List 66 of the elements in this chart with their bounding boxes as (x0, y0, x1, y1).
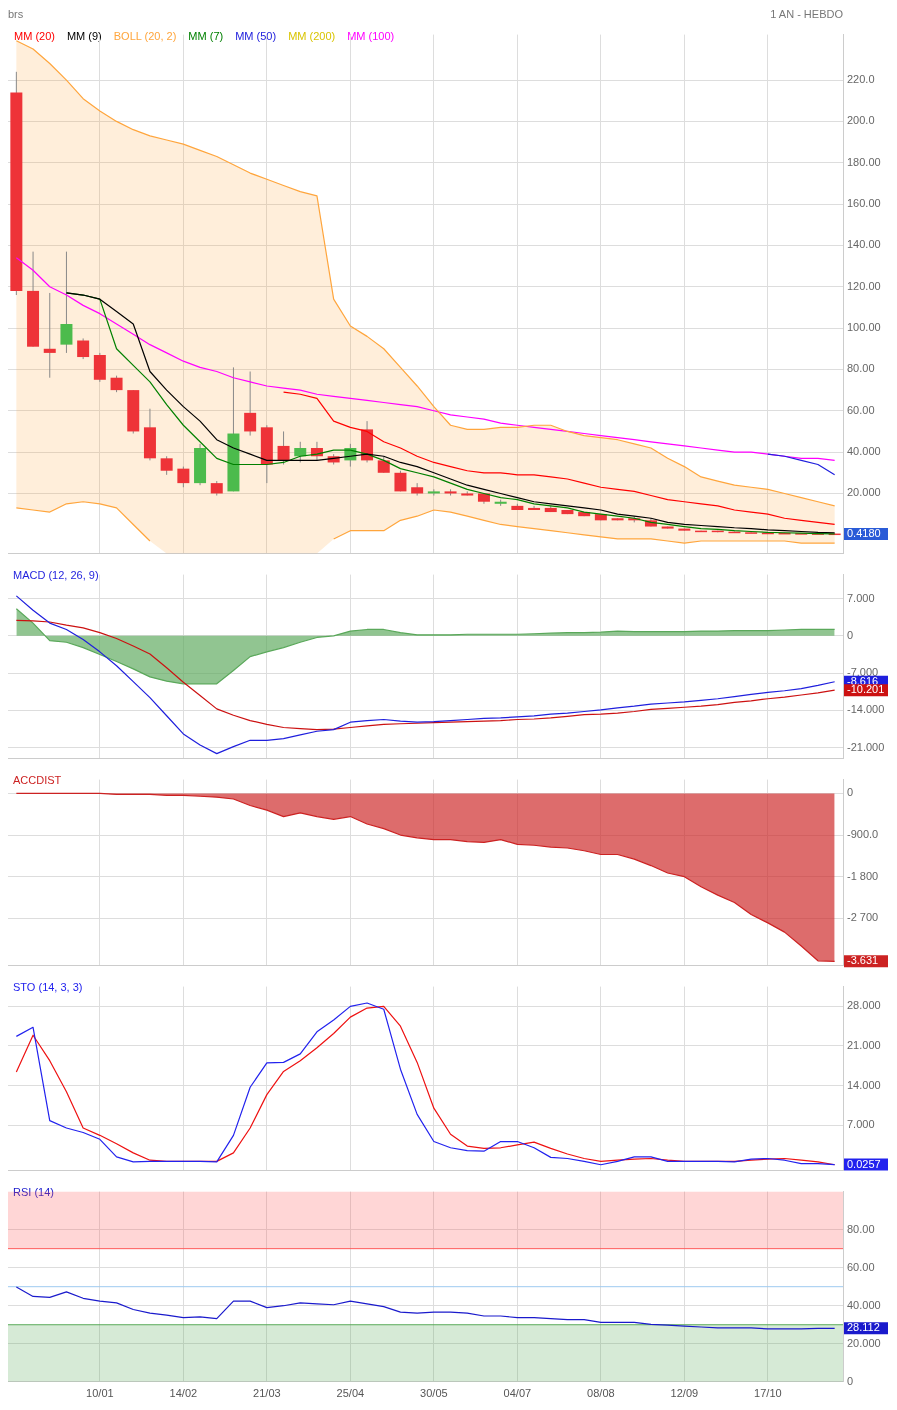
chart-title: ACCDIST (13, 774, 62, 786)
text: 28.112 (847, 1321, 880, 1334)
x-tick-label: 12/09 (670, 1387, 699, 1400)
y-tick-label: 40.000 (847, 445, 881, 458)
y-tick-label: 40.000 (847, 1298, 881, 1311)
y-tick-label: 7.000 (847, 1118, 875, 1131)
text: MM (9) (66, 30, 102, 42)
text: 0.0257 (847, 1157, 881, 1170)
y-tick-label: 220.0 (847, 73, 875, 86)
x-tick-label: 14/02 (169, 1387, 198, 1400)
chart-title: RSI (14) (13, 1186, 54, 1198)
text: 0.4180 (847, 526, 881, 539)
y-tick-label: 20.000 (847, 1336, 881, 1349)
x-tick-label: 04/07 (503, 1387, 532, 1400)
y-tick-label: 0 (847, 786, 854, 799)
x-tick-label: 25/04 (336, 1387, 365, 1400)
y-tick-label: 80.00 (847, 1222, 875, 1235)
legend-label: MM (200) (288, 30, 336, 42)
y-tick-label: -2 700 (847, 911, 879, 924)
y-tick-label: 60.00 (847, 403, 875, 416)
candlestick (277, 430, 290, 466)
y-tick-label: -14.000 (847, 703, 885, 716)
candlestick (177, 466, 190, 488)
chart-subtitle: 1 AN - HEBDO (770, 8, 843, 22)
y-tick-label: -1 800 (847, 869, 879, 882)
y-tick-label: 20.000 (847, 486, 881, 499)
y-tick-label: -21.000 (847, 740, 885, 753)
y-tick-label: 28.000 (847, 999, 881, 1012)
y-tick-label: 100.00 (847, 321, 881, 334)
y-tick-label: 21.000 (847, 1039, 881, 1052)
y-tick-label: 140.00 (847, 238, 881, 251)
y-tick-label: 7.000 (847, 591, 875, 604)
x-tick-label: 08/08 (587, 1387, 615, 1400)
text: MM (100) (347, 30, 395, 42)
x-tick-label: 21/03 (253, 1387, 281, 1400)
candlestick (427, 488, 440, 497)
chart-title: brs (8, 8, 24, 22)
y-tick-label: 14.000 (847, 1078, 881, 1091)
chart-title: STO (14, 3, 3) (13, 981, 83, 993)
text: -10.201 (847, 683, 885, 696)
y-tick-label: 180.00 (847, 155, 881, 168)
candlestick (60, 251, 73, 354)
y-tick-label: 0 (847, 628, 854, 641)
x-tick-label: 10/01 (86, 1387, 114, 1400)
text: BOLL (20, 2) (113, 30, 177, 42)
text: MM (50) (235, 30, 277, 42)
text: MM (7) (188, 30, 224, 42)
x-tick-label: 17/10 (754, 1387, 782, 1400)
y-tick-label: 0 (847, 1374, 854, 1387)
y-tick-label: 200.0 (847, 114, 875, 127)
candlestick (294, 441, 307, 463)
x-tick-label: 30/05 (420, 1387, 448, 1400)
text: MM (20) (14, 30, 55, 42)
y-tick-label: 80.00 (847, 362, 875, 375)
candlestick (43, 292, 56, 379)
y-tick-label: -900.0 (847, 828, 879, 841)
candlestick (528, 505, 541, 511)
y-tick-label: 120.00 (847, 279, 881, 292)
y-tick-label: -7.000 (847, 666, 879, 679)
text: -3.631 (847, 954, 879, 967)
y-tick-label: 160.00 (847, 197, 881, 210)
candlestick (77, 337, 90, 360)
candlestick (160, 455, 173, 476)
y-tick-label: 60.00 (847, 1260, 875, 1273)
candlestick (244, 371, 257, 437)
chart-title: MACD (12, 26, 9) (13, 569, 99, 581)
